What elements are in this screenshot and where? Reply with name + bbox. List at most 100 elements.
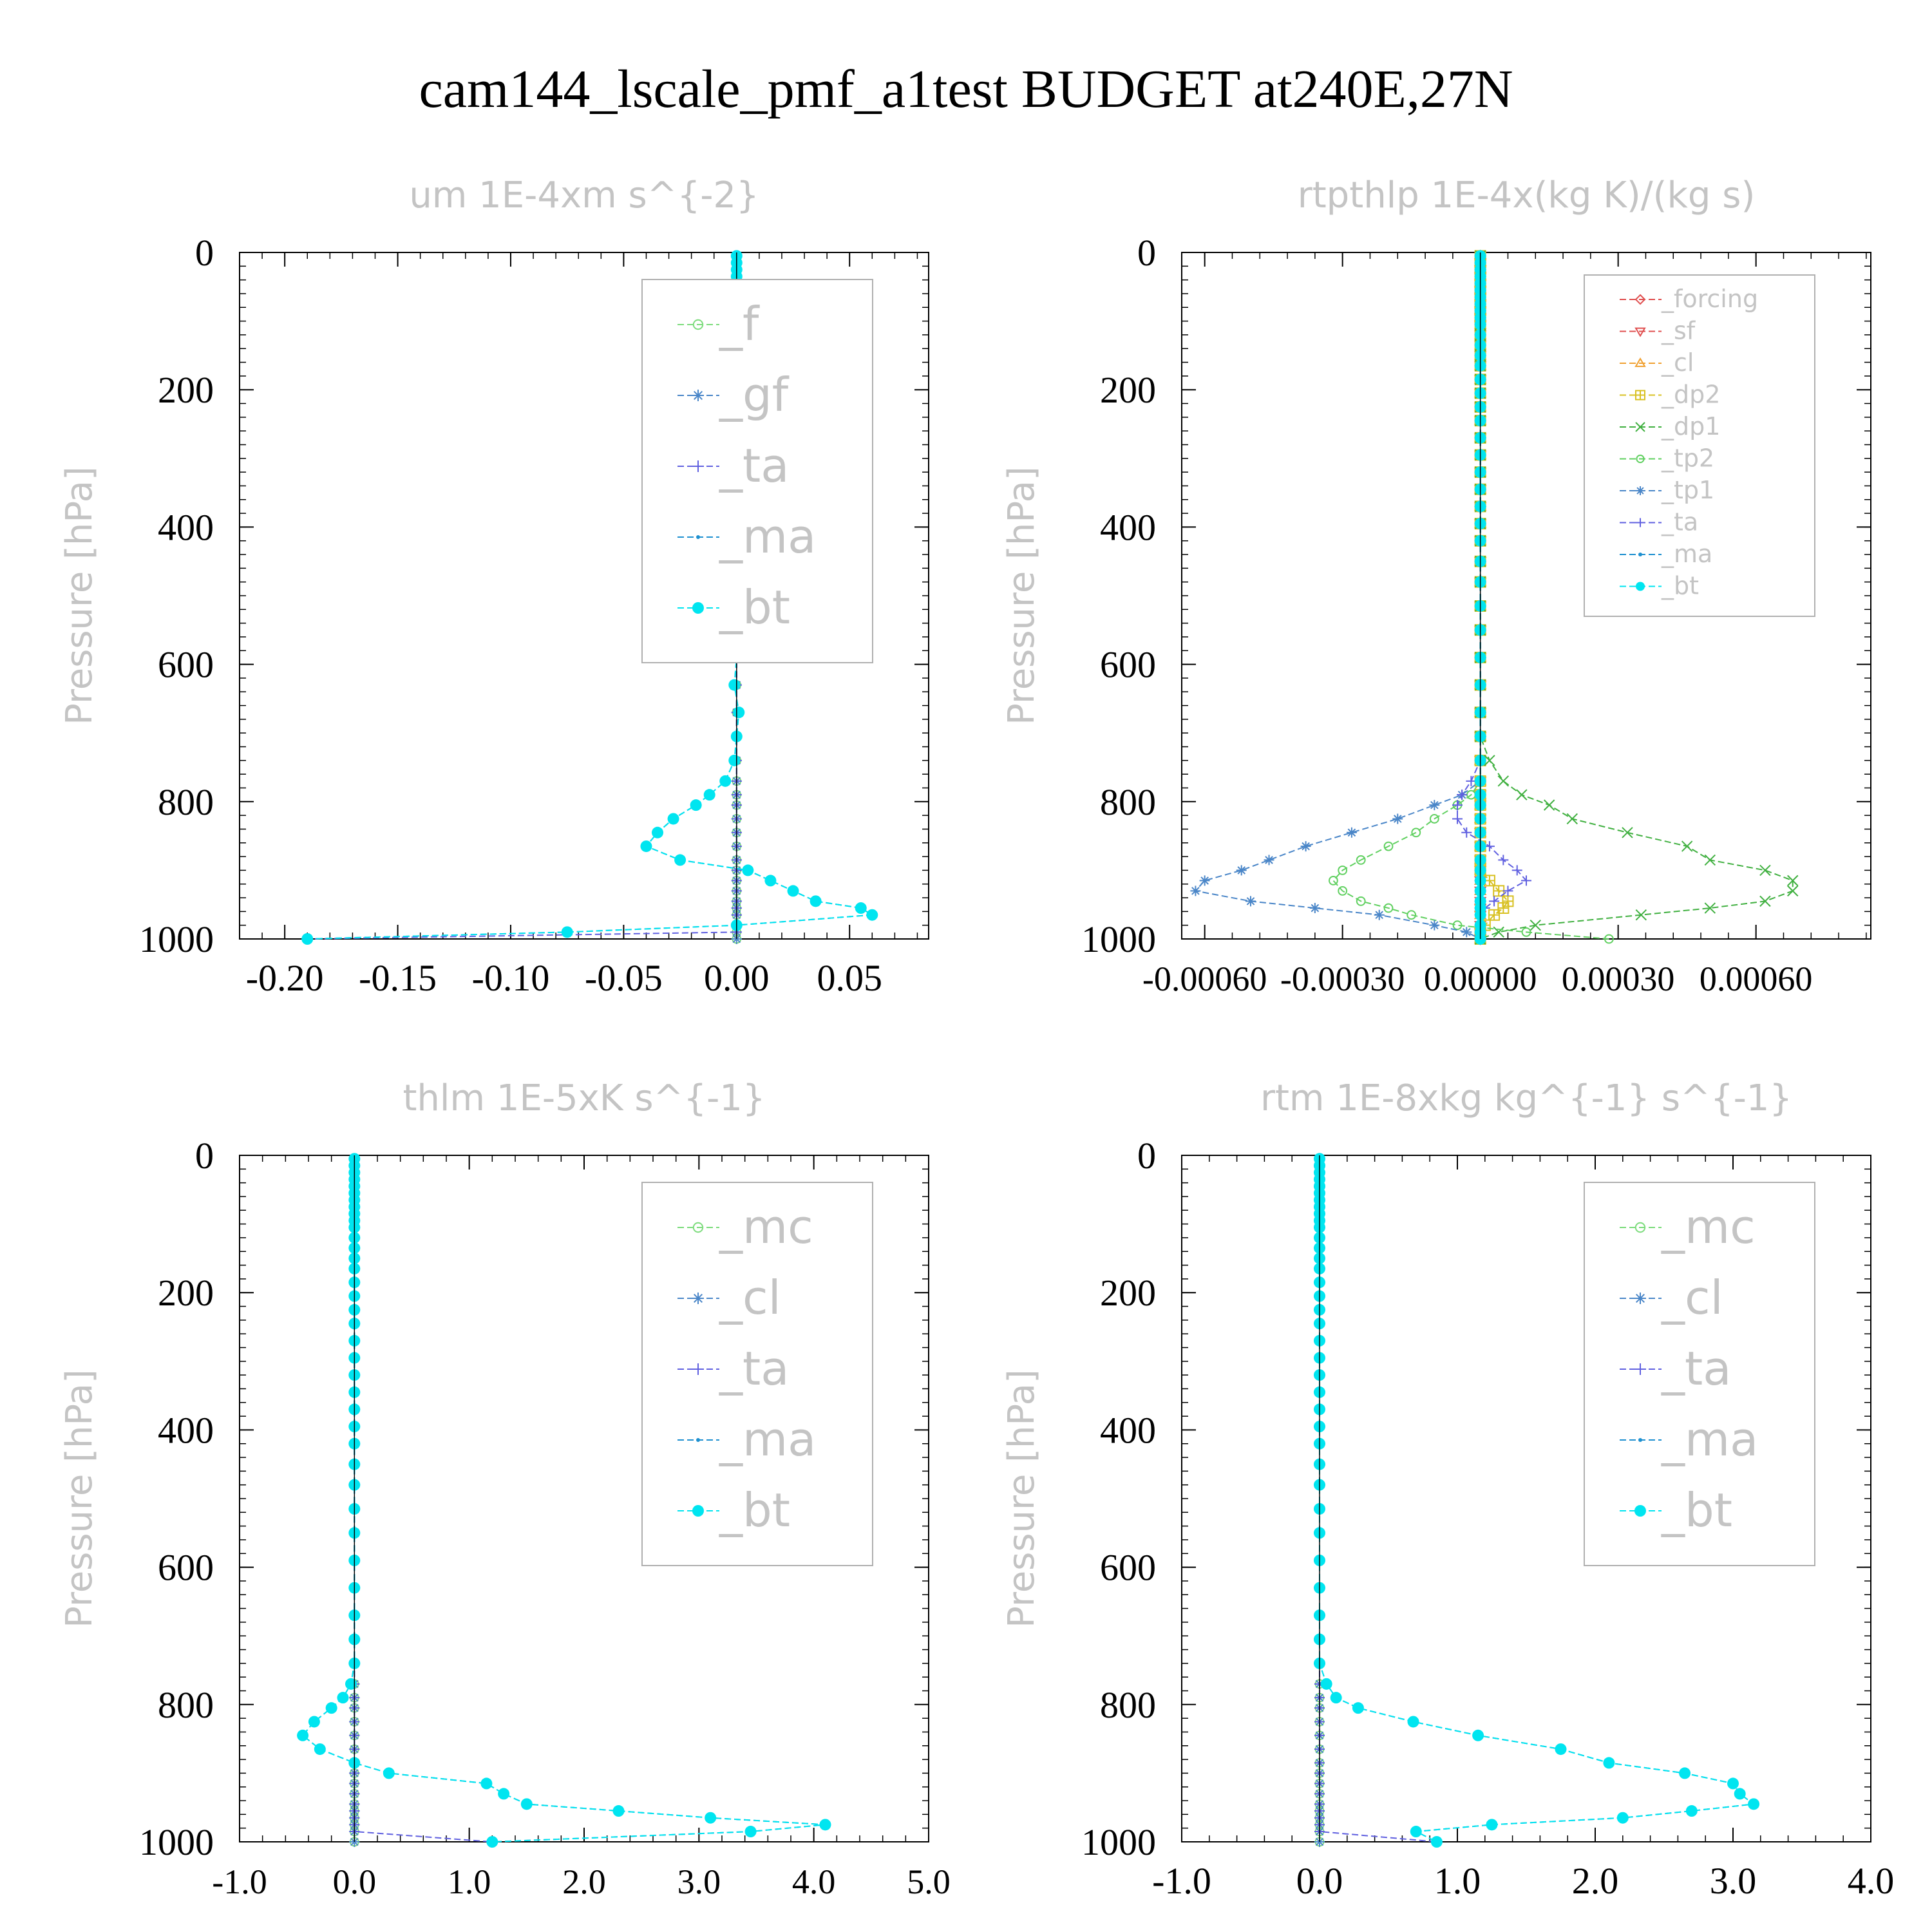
data-point	[819, 1819, 831, 1831]
data-point	[1787, 875, 1799, 887]
legend-entry: _bt	[677, 580, 790, 634]
legend-entry: _tp1	[1620, 476, 1714, 504]
data-point	[383, 1767, 395, 1779]
legend-entry: _dp2	[1620, 381, 1720, 409]
legend-entry: _ma	[1620, 540, 1712, 568]
legend-marker	[692, 390, 704, 401]
legend-label: _ta	[1661, 508, 1698, 536]
y-tick-label: 600	[158, 1547, 214, 1589]
y-tick-label: 400	[1100, 506, 1156, 548]
data-point	[1555, 1743, 1567, 1756]
data-point	[1457, 790, 1468, 800]
x-tick-label: 0.00000	[1424, 960, 1537, 998]
legend-marker	[1634, 1222, 1646, 1233]
legend-entry: _mc	[1620, 1200, 1756, 1254]
panel-title: um 1E-4xm s^{-2}	[409, 175, 759, 216]
legend-label: _bt	[1661, 572, 1699, 600]
legend-entry: _bt	[1620, 1483, 1732, 1537]
data-point	[1521, 875, 1531, 886]
data-point	[480, 1777, 493, 1790]
y-tick-label: 200	[1100, 369, 1156, 411]
y-tick-label: 1000	[1081, 1821, 1156, 1863]
data-point	[733, 706, 745, 719]
y-axis-label: Pressure [hPa]	[59, 1369, 100, 1628]
legend-entry: _ta	[1620, 508, 1698, 536]
data-point	[1635, 909, 1647, 921]
legend-label: _ta	[719, 1341, 789, 1396]
y-tick-label: 400	[1100, 1409, 1156, 1451]
legend-marker	[1636, 518, 1645, 527]
y-tick-label: 200	[158, 369, 214, 411]
legend-label: _mc	[1661, 1200, 1756, 1254]
data-point	[297, 1729, 309, 1741]
legend-marker	[1635, 422, 1645, 432]
legend-marker	[692, 1505, 704, 1517]
x-tick-label: -0.15	[359, 957, 437, 999]
legend-label: _cl	[1661, 1271, 1723, 1325]
legend-label: _ta	[1661, 1341, 1731, 1396]
data-point	[1309, 903, 1320, 914]
legend-box	[1584, 1182, 1815, 1566]
legend-entry: _tp2	[1620, 444, 1714, 473]
data-point	[764, 875, 777, 887]
legend-label: _ma	[719, 1412, 816, 1466]
data-point	[1566, 813, 1578, 825]
data-point	[640, 840, 652, 853]
data-point	[1530, 919, 1541, 931]
data-point	[1406, 910, 1417, 920]
x-tick-label: 1.0	[1434, 1860, 1481, 1902]
legend-entry: _cl	[677, 1271, 781, 1325]
legend-entry: _dp1	[1620, 412, 1720, 440]
x-tick-label: 0.00	[704, 957, 770, 999]
data-point	[1392, 813, 1403, 824]
x-tick-label: -0.05	[585, 957, 663, 999]
legend-label: _bt	[719, 580, 790, 634]
legend-entry: _ma	[677, 1412, 816, 1466]
data-point	[1352, 1702, 1364, 1714]
legend-marker	[1634, 327, 1646, 337]
data-point	[787, 885, 799, 897]
legend-entry: _cl	[1620, 1271, 1723, 1325]
legend-box	[641, 1182, 873, 1566]
data-point	[1245, 896, 1256, 907]
data-point	[1264, 855, 1274, 866]
legend-entry: _ta	[677, 439, 789, 493]
legend-label: _mc	[719, 1200, 813, 1254]
legend-label: _ma	[719, 509, 816, 564]
data-point	[1787, 885, 1799, 897]
data-point	[520, 1798, 533, 1810]
data-point	[667, 813, 679, 825]
legend-marker	[692, 1222, 704, 1233]
legend-label: _cl	[719, 1271, 781, 1325]
data-point	[1199, 875, 1210, 886]
y-tick-label: 0	[195, 1135, 214, 1177]
data-point	[1679, 1767, 1691, 1779]
legend-entry: _bt	[1620, 572, 1699, 600]
data-point	[1429, 800, 1440, 811]
data-point	[674, 854, 687, 866]
legend-label: _bt	[1661, 1483, 1732, 1537]
legend-label: _tp2	[1661, 444, 1714, 473]
x-tick-label: 1.0	[448, 1862, 491, 1901]
legend: _f _gf _ta _ma _bt	[641, 279, 873, 663]
legend-marker	[696, 1438, 700, 1442]
data-point	[1488, 909, 1501, 921]
y-tick-label: 200	[1100, 1272, 1156, 1314]
y-tick-label: 800	[158, 1684, 214, 1726]
legend-marker	[696, 535, 700, 539]
y-tick-label: 1000	[1081, 918, 1156, 960]
x-tick-label: 0.00060	[1700, 960, 1813, 998]
legend-marker	[1634, 357, 1646, 367]
data-point	[705, 1812, 717, 1824]
y-tick-label: 1000	[139, 1821, 214, 1863]
data-point	[1407, 1716, 1419, 1728]
y-axis-label: Pressure [hPa]	[1001, 466, 1043, 725]
legend-marker	[1636, 582, 1645, 591]
data-point	[314, 1743, 326, 1756]
legend-label: _ma	[1661, 540, 1712, 568]
data-point	[728, 679, 741, 691]
data-point	[1734, 1788, 1746, 1800]
x-tick-label: -0.00060	[1142, 960, 1267, 998]
